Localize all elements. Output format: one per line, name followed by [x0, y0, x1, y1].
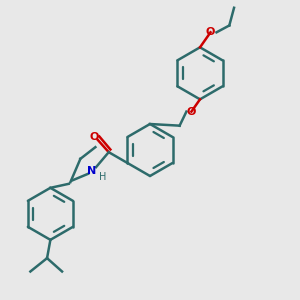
- Text: O: O: [187, 106, 196, 117]
- Text: O: O: [206, 27, 215, 37]
- Text: H: H: [99, 172, 106, 182]
- Text: O: O: [89, 132, 98, 142]
- Text: N: N: [87, 166, 97, 176]
